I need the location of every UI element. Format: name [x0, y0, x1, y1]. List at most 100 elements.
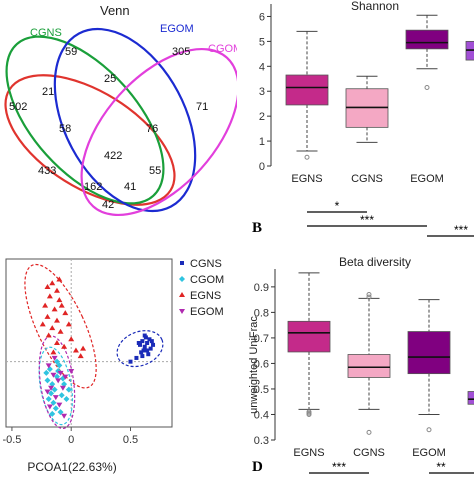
y-tick-label: 1	[259, 136, 265, 148]
venn-ellipse-cgns	[5, 35, 165, 205]
point-egom	[51, 355, 58, 361]
point-cgom	[49, 410, 56, 417]
y-tick-label: 0.6	[254, 358, 269, 370]
point-cgom	[51, 386, 58, 393]
y-tick-label: 0.4	[254, 409, 269, 421]
confidence-ellipse-cgns	[116, 330, 164, 368]
point-cgom	[43, 369, 50, 376]
outlier-point	[304, 154, 310, 160]
point-egns	[53, 287, 60, 293]
point-egom	[46, 404, 53, 410]
point-egom	[68, 369, 75, 374]
confidence-ellipse-egns	[24, 263, 97, 389]
venn-panel: Venn CGNS EGOM CGOM 59 305 21 25 71 502 58 76 422 43…	[0, 0, 242, 237]
legend-label-egom: EGOM	[190, 306, 224, 318]
y-tick-label: 0.7	[254, 333, 269, 345]
x-tick-label: EGOM	[410, 173, 444, 185]
point-egom	[48, 385, 55, 391]
box-cgns	[347, 354, 391, 378]
x-tick-label: 0.5	[123, 434, 138, 446]
significance-marker: ***	[360, 213, 374, 227]
beta-title: Beta diversity	[339, 255, 411, 269]
x-tick-label: 0	[68, 434, 74, 446]
point-cgom	[44, 377, 51, 384]
shannon-panel: Shannon B 0123456EGNSCGNSEGOMCGO*******	[237, 0, 474, 237]
point-egns	[61, 343, 68, 349]
point-egom	[56, 402, 63, 408]
point-egns	[57, 328, 64, 334]
point-cgom	[56, 362, 63, 369]
legend-label-cgom: CGOM	[190, 274, 224, 286]
legend-marker-cgom	[179, 276, 185, 282]
shannon-boxplot: Shannon B 0123456EGNSCGNSEGOMCGO*******	[252, 0, 474, 237]
y-tick-label: 0	[259, 161, 265, 173]
legend-marker-egns	[179, 292, 185, 297]
point-cgns	[139, 350, 144, 355]
point-egns	[50, 349, 57, 355]
point-egns	[44, 284, 51, 289]
point-cgns	[148, 346, 153, 351]
venn-set-label-cgns: CGNS	[30, 27, 62, 39]
point-egom	[44, 389, 51, 395]
point-cgom	[49, 381, 56, 388]
venn-region-count: 502	[9, 101, 27, 113]
x-tick-label: CGNS	[353, 447, 385, 459]
venn-region-count: 58	[59, 123, 71, 135]
point-egns	[45, 332, 52, 338]
venn-region-count: 42	[102, 199, 114, 211]
point-cgom	[46, 366, 53, 373]
point-cgom	[65, 386, 72, 393]
point-egom	[59, 385, 66, 391]
outlier-point	[366, 429, 372, 435]
venn-region-count: 21	[42, 86, 54, 98]
point-cgns	[145, 341, 150, 345]
venn-region-count: 25	[104, 73, 116, 85]
point-egns	[62, 310, 69, 316]
point-egom	[45, 363, 52, 369]
point-egom	[50, 372, 57, 378]
point-cgom	[45, 396, 52, 402]
y-tick-label: 0.8	[254, 307, 269, 319]
point-egom	[57, 370, 64, 376]
venn-region-count: 41	[124, 181, 136, 193]
outlier-point	[366, 294, 372, 300]
point-cgns	[128, 359, 133, 364]
y-tick-label: 0.3	[254, 435, 269, 447]
x-tick-label: EGNS	[293, 447, 324, 459]
point-egom	[62, 374, 69, 380]
legend-label-egns: EGNS	[190, 290, 221, 302]
point-cgom	[57, 409, 64, 416]
pcoa-panel: PCOA1(22.63%) -0.5 0 0.5 CGNS CGOM EGNS EGOM	[0, 237, 237, 474]
point-cgom	[58, 392, 65, 399]
confidence-ellipse-cgom	[38, 346, 74, 426]
point-cgns	[140, 354, 145, 359]
point-egns	[46, 293, 53, 299]
point-egns	[80, 345, 87, 351]
point-cgns	[136, 341, 141, 345]
point-egns	[58, 302, 65, 308]
y-tick-label: 6	[259, 11, 265, 23]
venn-region-count: 162	[84, 181, 102, 193]
venn-region-count: 76	[146, 123, 158, 135]
point-egns	[53, 340, 60, 345]
y-tick-label: 0.9	[254, 282, 269, 294]
point-egns	[42, 302, 49, 308]
shannon-title: Shannon	[351, 0, 399, 13]
venn-region-count: 433	[38, 165, 56, 177]
point-cgom	[63, 396, 70, 402]
venn-set-label-egom: EGOM	[160, 23, 194, 35]
outlier-point	[366, 292, 372, 298]
venn-region-count: 59	[65, 46, 77, 58]
y-tick-label: 3	[259, 86, 265, 98]
box-egns	[287, 320, 331, 353]
pcoa-scatter: PCOA1(22.63%) -0.5 0 0.5 CGNS CGOM EGNS EGOM	[2, 258, 224, 474]
point-egns	[49, 325, 56, 331]
x-tick-label: -0.5	[2, 434, 21, 446]
significance-marker: ***	[332, 460, 346, 474]
venn-region-count: 55	[149, 165, 161, 177]
point-egns	[51, 306, 58, 312]
significance-marker: *	[335, 199, 340, 213]
point-cgom	[52, 405, 59, 412]
point-egns	[68, 336, 75, 342]
point-cgom	[53, 358, 60, 365]
